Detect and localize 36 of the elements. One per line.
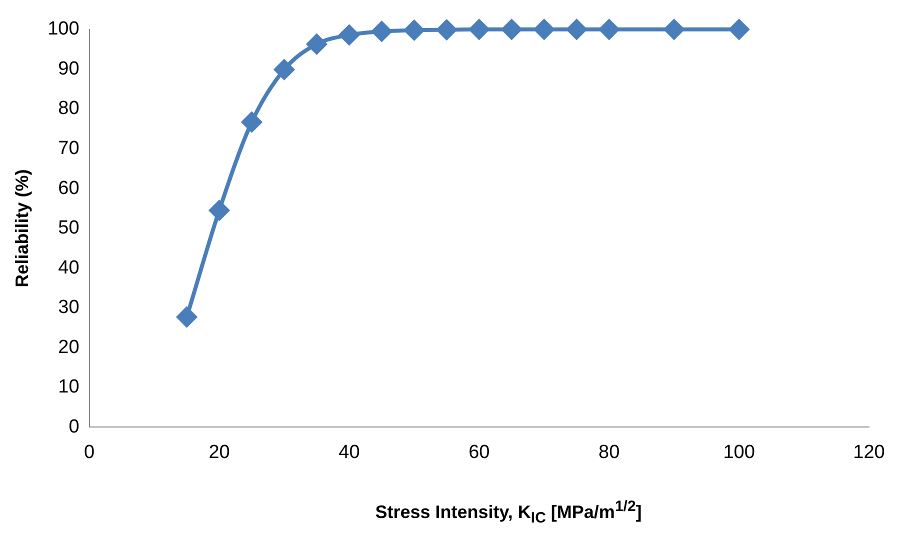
point xyxy=(209,200,230,220)
point xyxy=(502,19,522,40)
x-tick-label: 40 xyxy=(338,442,360,463)
y-tick-label: 40 xyxy=(58,257,80,278)
point xyxy=(306,34,327,54)
point xyxy=(176,307,197,328)
x-tick-label: 120 xyxy=(853,442,885,463)
y-tick-label: 90 xyxy=(58,58,80,80)
x-tick-label: 0 xyxy=(84,442,95,463)
point xyxy=(664,19,684,40)
point xyxy=(566,19,587,40)
point xyxy=(339,24,360,45)
point xyxy=(469,19,490,40)
point xyxy=(599,19,620,40)
y-tick-label: 10 xyxy=(58,376,80,398)
y-tick-label: 0 xyxy=(68,416,80,438)
point xyxy=(274,60,294,80)
y-tick-label: 30 xyxy=(58,297,80,318)
y-tick-label: 20 xyxy=(58,336,80,358)
x-tick-label: 100 xyxy=(723,442,755,463)
y-tick-label: 50 xyxy=(58,218,80,239)
point xyxy=(404,20,424,40)
x-tick-label: 60 xyxy=(468,442,490,463)
y-tick-label: 80 xyxy=(58,98,80,120)
y-tick-label: 100 xyxy=(48,18,80,40)
y-tick-label: 70 xyxy=(58,138,80,159)
y-axis-title: Reliability (%) xyxy=(12,169,32,288)
x-tick-label: 80 xyxy=(598,442,620,463)
point xyxy=(436,20,457,40)
x-axis-title: Stress Intensity, K$_{IC}$ [MPa/m$^{1/2}$] xyxy=(374,498,643,527)
point xyxy=(372,21,392,42)
point xyxy=(242,112,262,132)
y-tick-label: 60 xyxy=(58,178,80,199)
point xyxy=(729,19,750,40)
x-tick-label: 20 xyxy=(208,442,230,463)
point xyxy=(534,19,554,40)
